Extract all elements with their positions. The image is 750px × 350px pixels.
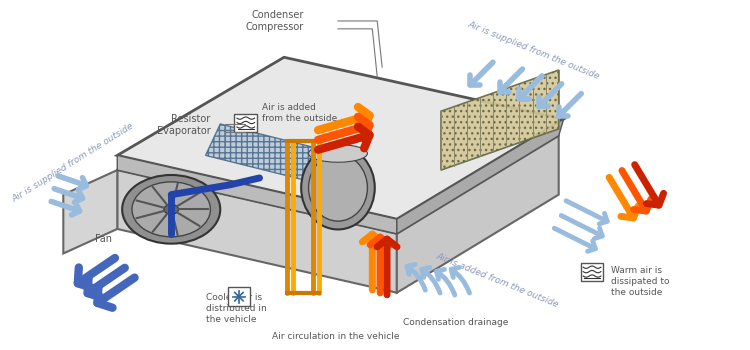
- Ellipse shape: [164, 204, 178, 214]
- Text: Air is supplied from the outside: Air is supplied from the outside: [467, 20, 602, 81]
- Ellipse shape: [308, 145, 368, 162]
- Polygon shape: [397, 136, 559, 293]
- Polygon shape: [441, 70, 559, 170]
- Text: Cooled air is
distributed in
the vehicle: Cooled air is distributed in the vehicle: [206, 293, 266, 324]
- FancyBboxPatch shape: [580, 263, 603, 281]
- Text: Condensation drainage: Condensation drainage: [403, 318, 508, 327]
- Polygon shape: [117, 72, 559, 234]
- Text: Air is added from the outside: Air is added from the outside: [434, 251, 560, 309]
- Text: Air is added
from the outside: Air is added from the outside: [262, 103, 338, 123]
- Text: Resistor: Resistor: [171, 114, 211, 124]
- Text: Evaporator: Evaporator: [157, 126, 211, 136]
- Text: Condenser: Condenser: [251, 10, 304, 20]
- Polygon shape: [117, 57, 563, 219]
- FancyBboxPatch shape: [235, 114, 257, 132]
- Ellipse shape: [122, 175, 220, 244]
- Text: Air circulation in the vehicle: Air circulation in the vehicle: [272, 332, 400, 341]
- Polygon shape: [117, 170, 397, 293]
- Text: Compressor: Compressor: [245, 22, 304, 32]
- Polygon shape: [397, 119, 563, 234]
- Ellipse shape: [302, 146, 375, 230]
- Polygon shape: [63, 170, 117, 253]
- FancyBboxPatch shape: [227, 287, 251, 306]
- Ellipse shape: [308, 154, 368, 221]
- Polygon shape: [117, 155, 397, 234]
- Text: Fan: Fan: [95, 234, 112, 244]
- Text: Warm air is
dissipated to
the outside: Warm air is dissipated to the outside: [610, 266, 669, 298]
- Polygon shape: [206, 124, 318, 180]
- Ellipse shape: [132, 182, 211, 237]
- Text: Air is supplied from the outside: Air is supplied from the outside: [10, 121, 136, 203]
